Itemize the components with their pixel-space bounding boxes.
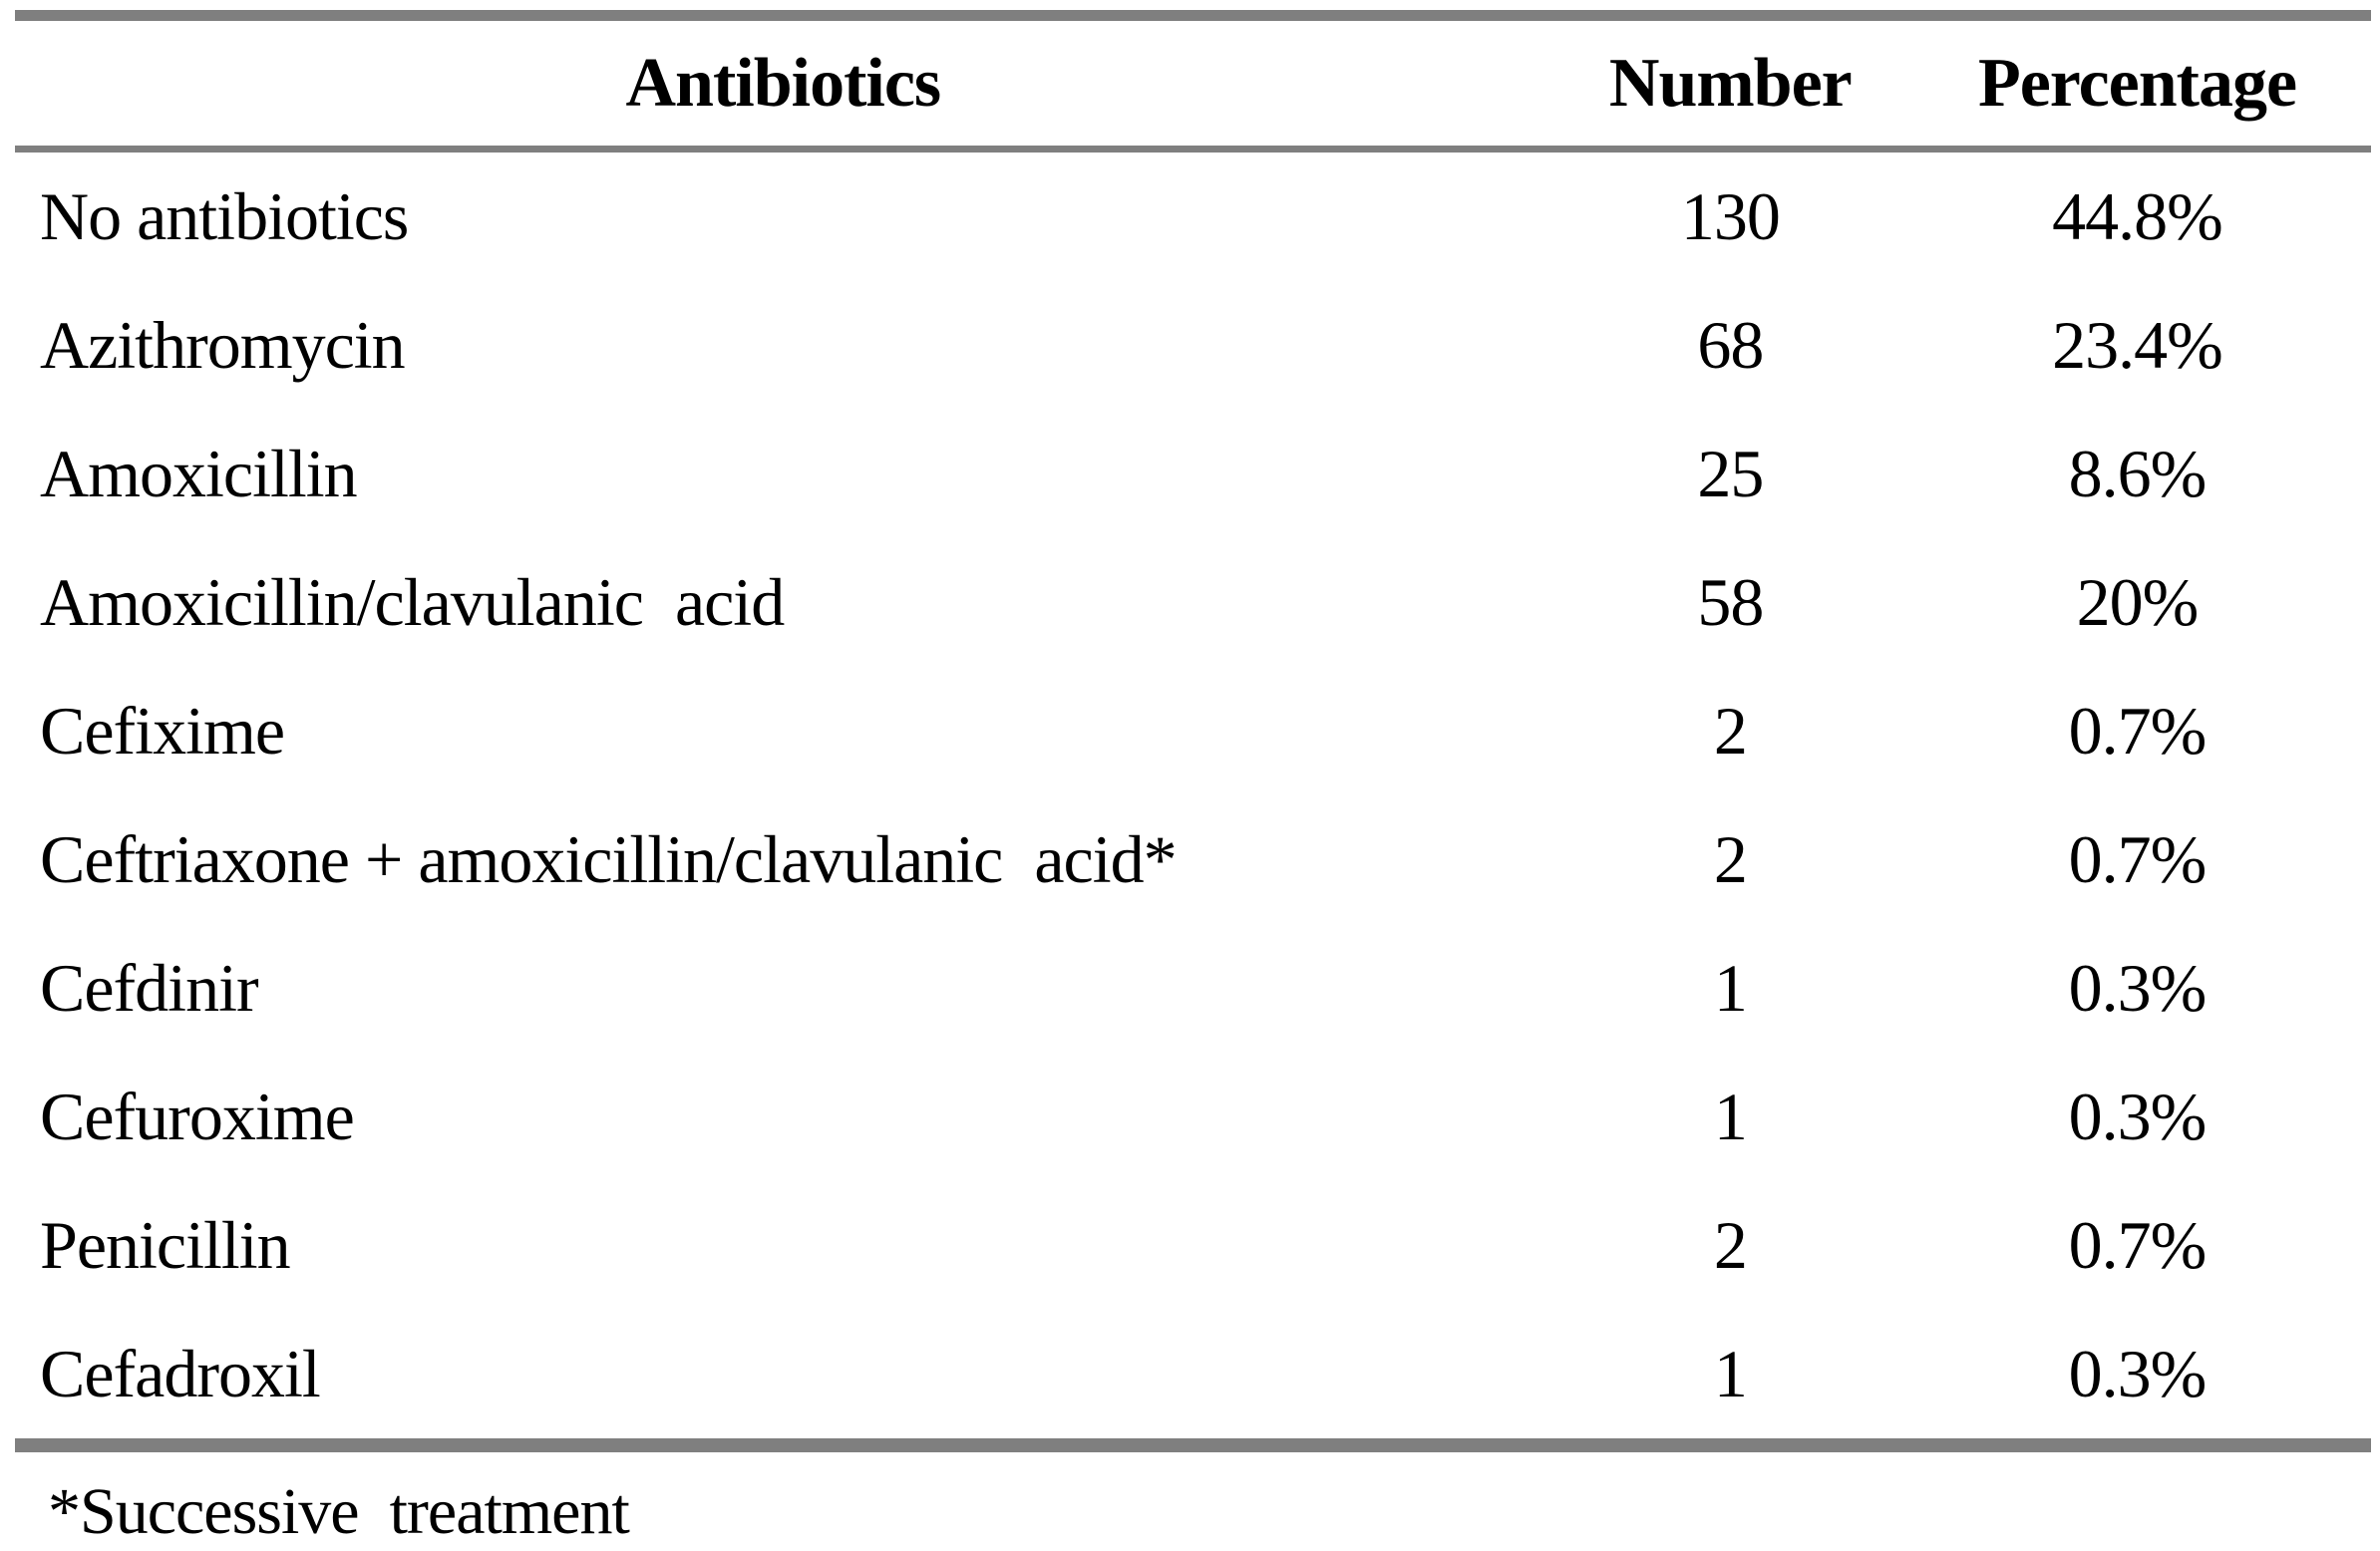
table-row: Cefadroxil 1 0.3% — [0, 1310, 2380, 1438]
antibiotic-name: No antibiotics — [40, 178, 409, 254]
table-row: Penicillin 2 0.7% — [0, 1181, 2380, 1310]
column-header-antibiotics: Antibiotics — [625, 44, 941, 122]
antibiotic-percentage: 44.8% — [2052, 178, 2223, 254]
table-header-row: Antibiotics Number Percentage — [0, 21, 2380, 146]
antibiotic-percentage: 20% — [2076, 564, 2200, 640]
column-header-percentage: Percentage — [1977, 44, 2297, 122]
antibiotic-number: 2 — [1713, 693, 1748, 769]
antibiotic-percentage: 0.3% — [2068, 950, 2208, 1026]
antibiotic-number: 2 — [1713, 821, 1748, 897]
column-header-number: Number — [1608, 44, 1853, 122]
antibiotic-percentage: 23.4% — [2052, 307, 2223, 383]
table-top-rule — [15, 10, 2371, 21]
table-row: Cefdinir 1 0.3% — [0, 924, 2380, 1053]
antibiotic-percentage: 0.3% — [2068, 1079, 2208, 1154]
table-row: Amoxicillin 25 8.6% — [0, 410, 2380, 538]
table-footnote: *Successive treatment — [48, 1475, 630, 1548]
antibiotic-percentage: 8.6% — [2068, 436, 2208, 511]
antibiotic-percentage: 0.7% — [2068, 693, 2208, 769]
antibiotic-number: 68 — [1697, 307, 1764, 383]
table-row: Cefixime 2 0.7% — [0, 667, 2380, 795]
antibiotic-name: Amoxicillin — [40, 436, 358, 511]
antibiotic-percentage: 0.7% — [2068, 1207, 2208, 1283]
table-row: Azithromycin 68 23.4% — [0, 281, 2380, 410]
antibiotic-percentage: 0.7% — [2068, 821, 2208, 897]
antibiotic-name: Ceftriaxone + amoxicillin/clavulanic aci… — [40, 821, 1178, 897]
table-row: No antibiotics 130 44.8% — [0, 153, 2380, 281]
table-body: No antibiotics 130 44.8% Azithromycin 68… — [0, 153, 2380, 1438]
antibiotic-number: 1 — [1713, 1336, 1748, 1411]
antibiotic-number: 130 — [1680, 178, 1781, 254]
antibiotic-percentage: 0.3% — [2068, 1336, 2208, 1411]
table-row: Amoxicillin/clavulanic acid 58 20% — [0, 538, 2380, 667]
antibiotic-name: Azithromycin — [40, 307, 406, 383]
table-bottom-rule — [15, 1438, 2371, 1452]
antibiotic-name: Penicillin — [40, 1207, 291, 1283]
antibiotic-number: 2 — [1713, 1207, 1748, 1283]
antibiotic-number: 58 — [1697, 564, 1764, 640]
antibiotic-name: Cefixime — [40, 693, 285, 769]
antibiotic-name: Cefdinir — [40, 950, 259, 1026]
antibiotic-name: Amoxicillin/clavulanic acid — [40, 564, 785, 640]
antibiotic-name: Cefuroxime — [40, 1079, 355, 1154]
table-row: Cefuroxime 1 0.3% — [0, 1053, 2380, 1181]
antibiotic-number: 1 — [1713, 950, 1748, 1026]
antibiotic-number: 25 — [1697, 436, 1764, 511]
table-row: Ceftriaxone + amoxicillin/clavulanic aci… — [0, 795, 2380, 924]
antibiotic-name: Cefadroxil — [40, 1336, 321, 1411]
antibiotic-number: 1 — [1713, 1079, 1748, 1154]
table-header-separator-rule — [15, 146, 2371, 153]
